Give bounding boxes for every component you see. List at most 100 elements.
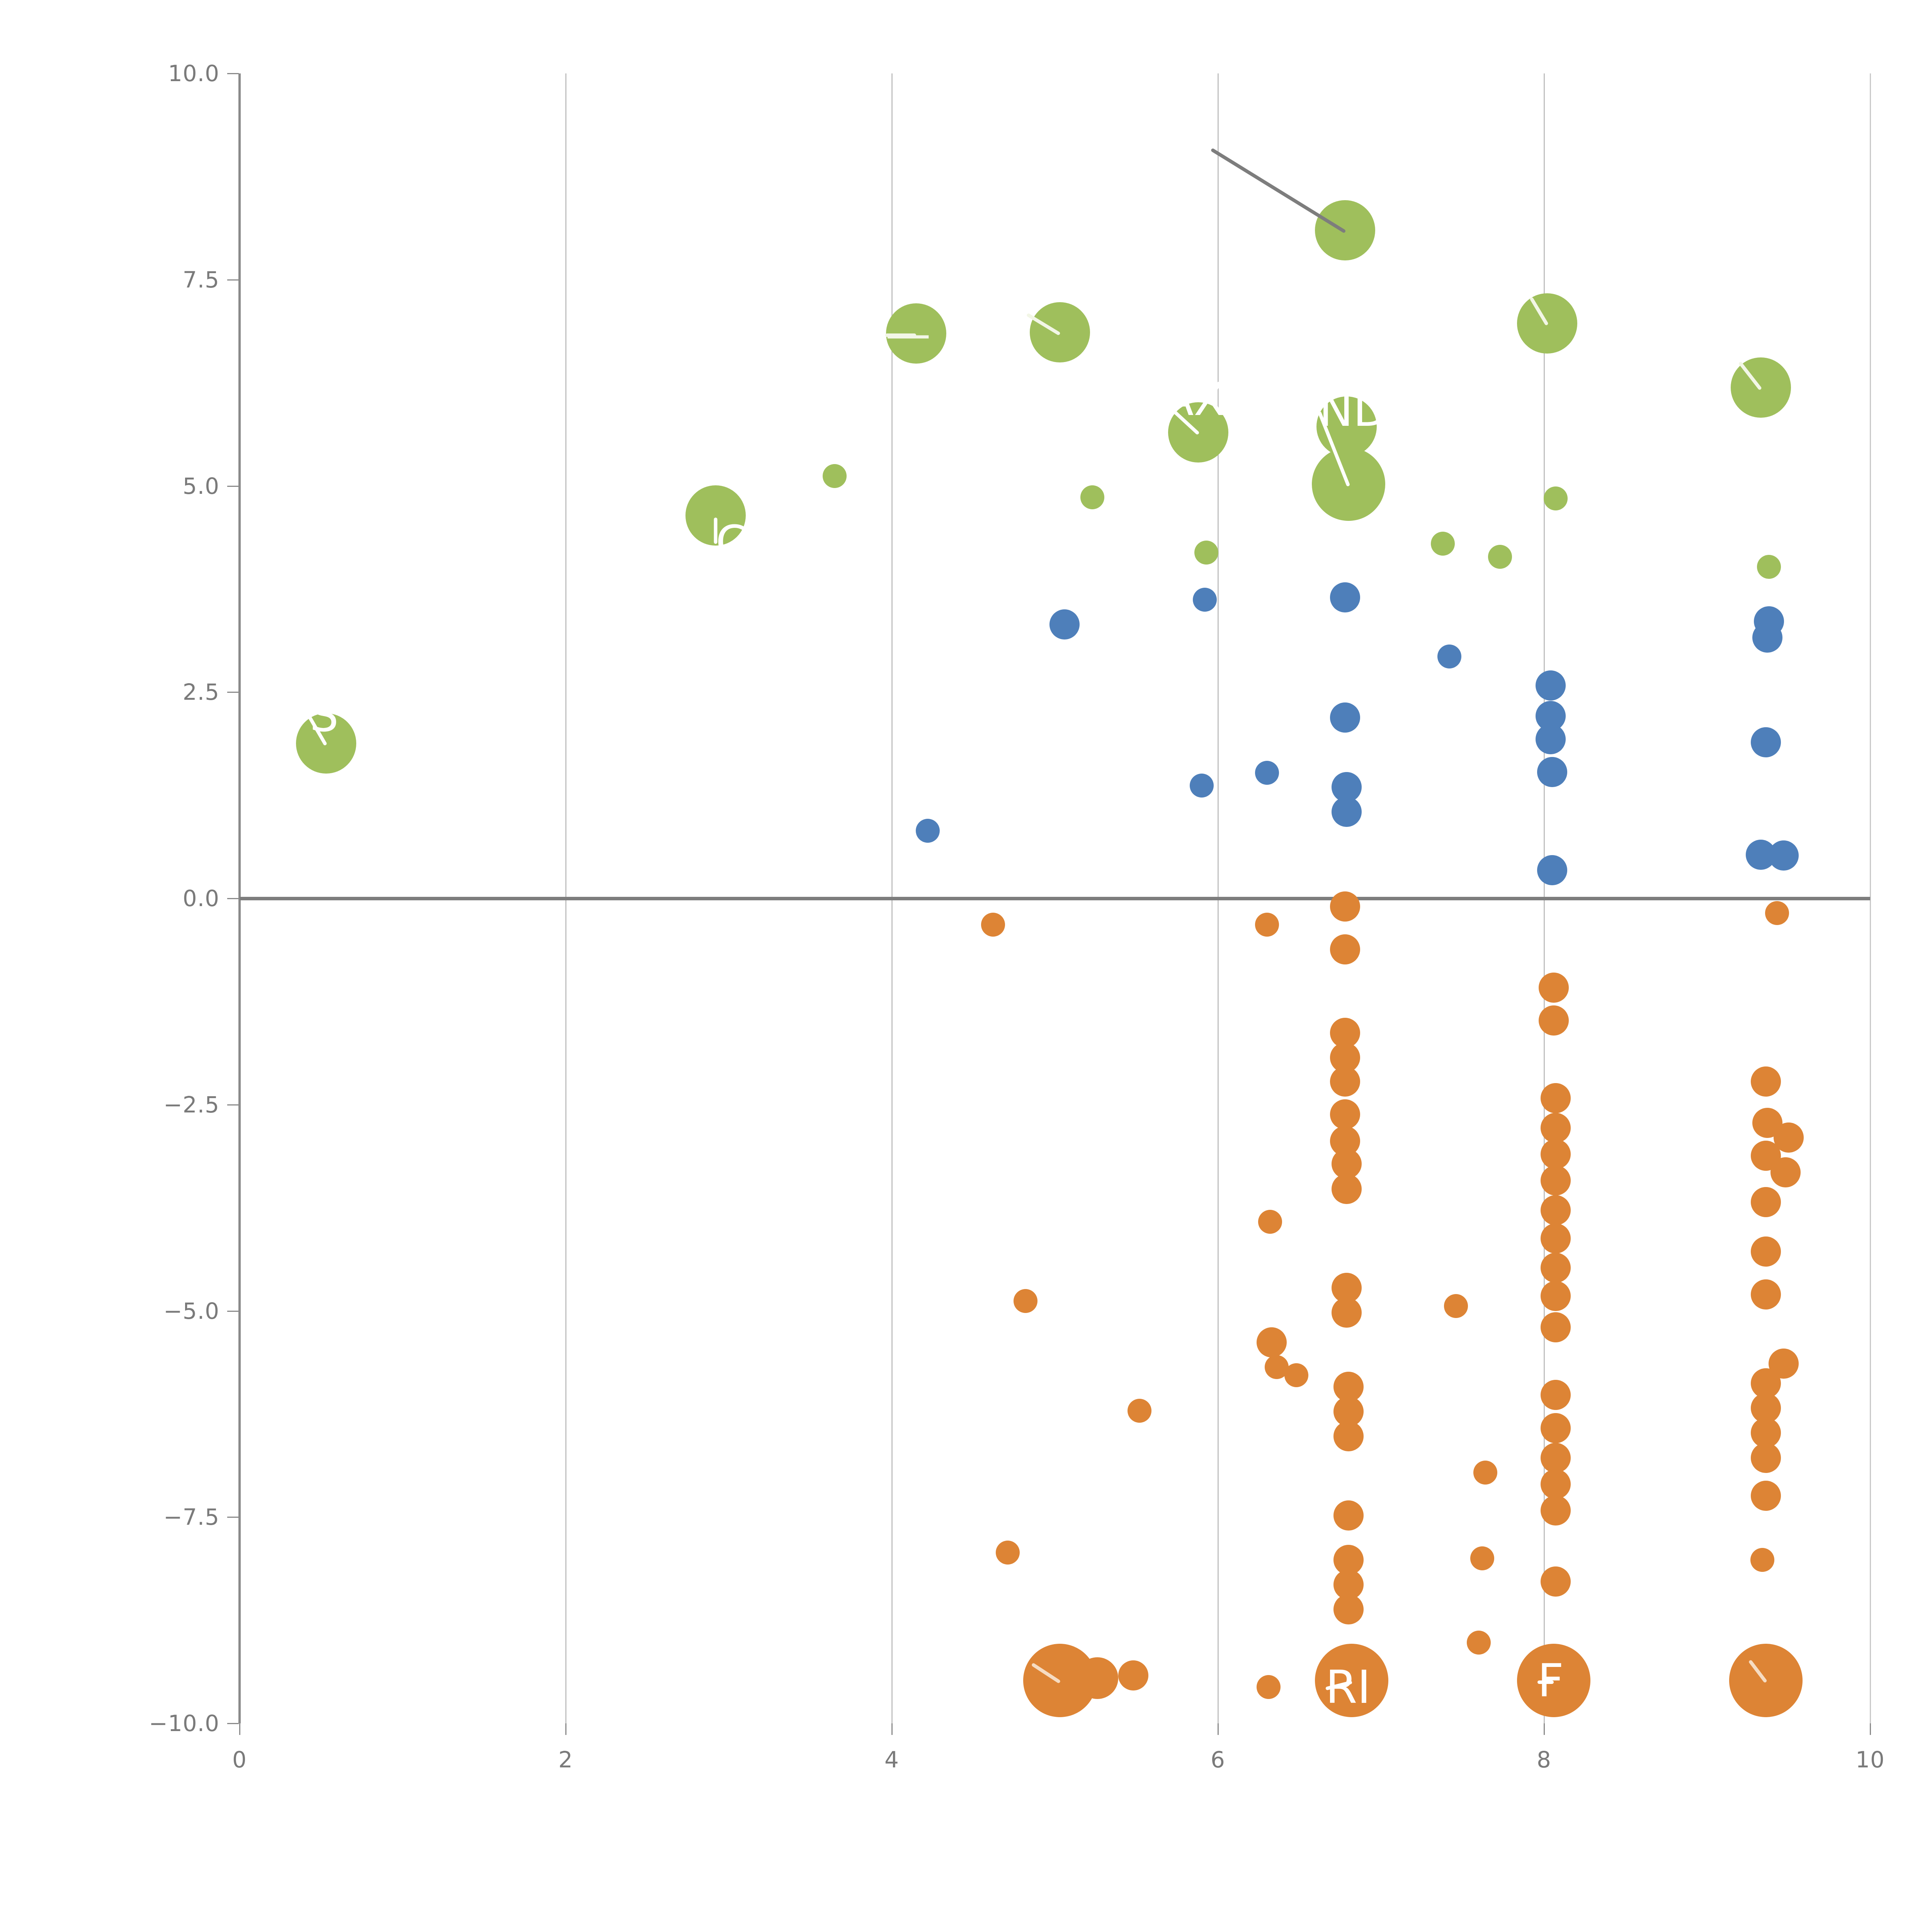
annotation-leader-line xyxy=(1537,1680,1554,1684)
y-axis-tick xyxy=(227,692,239,693)
data-point-blue[interactable] xyxy=(1535,670,1566,701)
data-point-orange[interactable] xyxy=(1770,1157,1801,1187)
data-point-orange[interactable] xyxy=(1470,1546,1494,1570)
data-point-orange[interactable] xyxy=(1128,1398,1152,1423)
data-point-orange[interactable] xyxy=(1540,1566,1571,1597)
data-point-blue[interactable] xyxy=(1769,840,1799,871)
data-point-orange[interactable] xyxy=(1540,1223,1571,1253)
y-axis-tick xyxy=(227,1517,239,1518)
data-point-orange[interactable] xyxy=(1330,1099,1361,1130)
data-point-orange[interactable] xyxy=(1256,1675,1281,1699)
data-point-blue[interactable] xyxy=(1193,588,1217,612)
x-axis-tick-label: 10 xyxy=(1855,1747,1885,1773)
data-point-orange[interactable] xyxy=(1255,913,1279,937)
data-point-blue[interactable] xyxy=(1332,796,1362,827)
data-point-orange[interactable] xyxy=(1750,1548,1775,1572)
y-axis-tick xyxy=(227,1310,239,1312)
data-point-orange[interactable] xyxy=(1750,1442,1781,1473)
data-point-blue[interactable] xyxy=(1330,702,1361,733)
x-axis-tick-label: 4 xyxy=(884,1747,899,1773)
data-point-orange[interactable] xyxy=(1750,1279,1781,1310)
data-point-green[interactable] xyxy=(1757,554,1781,579)
data-point-orange[interactable] xyxy=(1540,1469,1571,1499)
data-point-orange[interactable] xyxy=(1467,1630,1491,1655)
data-point-orange[interactable] xyxy=(1333,1500,1364,1531)
data-point-blue[interactable] xyxy=(1437,645,1462,669)
data-point-blue[interactable] xyxy=(1255,761,1279,785)
data-point-orange[interactable] xyxy=(1540,1413,1571,1443)
data-point-orange[interactable] xyxy=(1750,1480,1781,1511)
data-point-orange[interactable] xyxy=(1333,1421,1364,1452)
data-point-orange[interactable] xyxy=(1444,1294,1468,1318)
data-point-orange[interactable] xyxy=(1076,1657,1118,1699)
data-point-orange[interactable] xyxy=(1540,1281,1571,1311)
data-point-orange[interactable] xyxy=(1330,891,1361,922)
data-point-green[interactable] xyxy=(1194,541,1219,565)
data-point-orange[interactable] xyxy=(1330,934,1361,965)
y-axis-tick-label: −7.5 xyxy=(163,1504,219,1531)
y-axis-tick xyxy=(227,898,239,899)
data-point-green[interactable] xyxy=(1488,545,1512,569)
data-point-orange[interactable] xyxy=(1765,901,1789,925)
data-point-orange[interactable] xyxy=(1540,1165,1571,1196)
gridline-vertical xyxy=(1870,73,1871,1723)
data-point-orange[interactable] xyxy=(1750,1066,1781,1097)
data-point-orange[interactable] xyxy=(1284,1363,1308,1388)
data-point-blue[interactable] xyxy=(1049,609,1080,640)
data-point-orange[interactable] xyxy=(1315,1643,1389,1717)
y-axis-tick xyxy=(227,485,239,487)
data-point-orange[interactable] xyxy=(1540,1380,1571,1410)
data-point-orange[interactable] xyxy=(1540,1442,1571,1473)
x-axis-tick xyxy=(1218,1723,1219,1735)
data-point-blue[interactable] xyxy=(1537,757,1568,787)
data-point-orange[interactable] xyxy=(1539,1005,1569,1036)
x-axis-tick-label: 2 xyxy=(558,1747,573,1773)
data-point-orange[interactable] xyxy=(1540,1195,1571,1226)
data-point-blue[interactable] xyxy=(1535,724,1566,754)
data-point-blue[interactable] xyxy=(915,818,940,843)
data-point-orange[interactable] xyxy=(1332,1173,1362,1204)
data-point-blue[interactable] xyxy=(1330,582,1361,612)
data-point-orange[interactable] xyxy=(1333,1594,1364,1625)
data-point-orange[interactable] xyxy=(1517,1643,1591,1717)
data-point-orange[interactable] xyxy=(1473,1460,1498,1485)
data-point-orange[interactable] xyxy=(1332,1297,1362,1328)
data-point-blue[interactable] xyxy=(1189,773,1214,798)
data-point-orange[interactable] xyxy=(1258,1209,1282,1234)
data-point-orange[interactable] xyxy=(1118,1660,1148,1691)
data-point-orange[interactable] xyxy=(1539,972,1569,1003)
x-axis-tick xyxy=(565,1723,566,1735)
data-point-blue[interactable] xyxy=(1750,727,1781,758)
data-point-orange[interactable] xyxy=(1540,1495,1571,1526)
y-axis-tick xyxy=(227,1723,239,1724)
data-point-green[interactable] xyxy=(823,464,847,488)
x-axis-tick-label: 6 xyxy=(1211,1747,1225,1773)
x-axis-tick xyxy=(1870,1723,1871,1735)
data-point-orange[interactable] xyxy=(995,1541,1020,1565)
y-axis-tick xyxy=(227,73,239,74)
data-point-orange[interactable] xyxy=(1014,1289,1038,1313)
y-axis-tick-label: −5.0 xyxy=(163,1298,219,1324)
data-point-orange[interactable] xyxy=(1540,1112,1571,1143)
data-point-green[interactable] xyxy=(1431,531,1455,556)
data-point-green[interactable] xyxy=(1543,486,1568,510)
x-axis-tick xyxy=(1544,1723,1545,1735)
x-axis-tick xyxy=(891,1723,893,1735)
data-point-orange[interactable] xyxy=(1257,1327,1287,1357)
data-point-orange[interactable] xyxy=(1540,1312,1571,1343)
x-axis-tick-label: 0 xyxy=(232,1747,247,1773)
data-point-orange[interactable] xyxy=(981,913,1005,937)
data-point-orange[interactable] xyxy=(1750,1236,1781,1267)
data-point-orange[interactable] xyxy=(1540,1139,1571,1169)
data-point-orange[interactable] xyxy=(1540,1083,1571,1113)
data-point-orange[interactable] xyxy=(1750,1187,1781,1217)
x-axis-tick xyxy=(239,1723,240,1735)
data-point-blue[interactable] xyxy=(1537,855,1568,886)
data-point-orange[interactable] xyxy=(1540,1253,1571,1283)
data-point-blue[interactable] xyxy=(1752,622,1783,653)
data-point-green[interactable] xyxy=(1080,485,1105,510)
data-point-orange[interactable] xyxy=(1330,1066,1361,1097)
x-axis-tick-label: 8 xyxy=(1537,1747,1551,1773)
